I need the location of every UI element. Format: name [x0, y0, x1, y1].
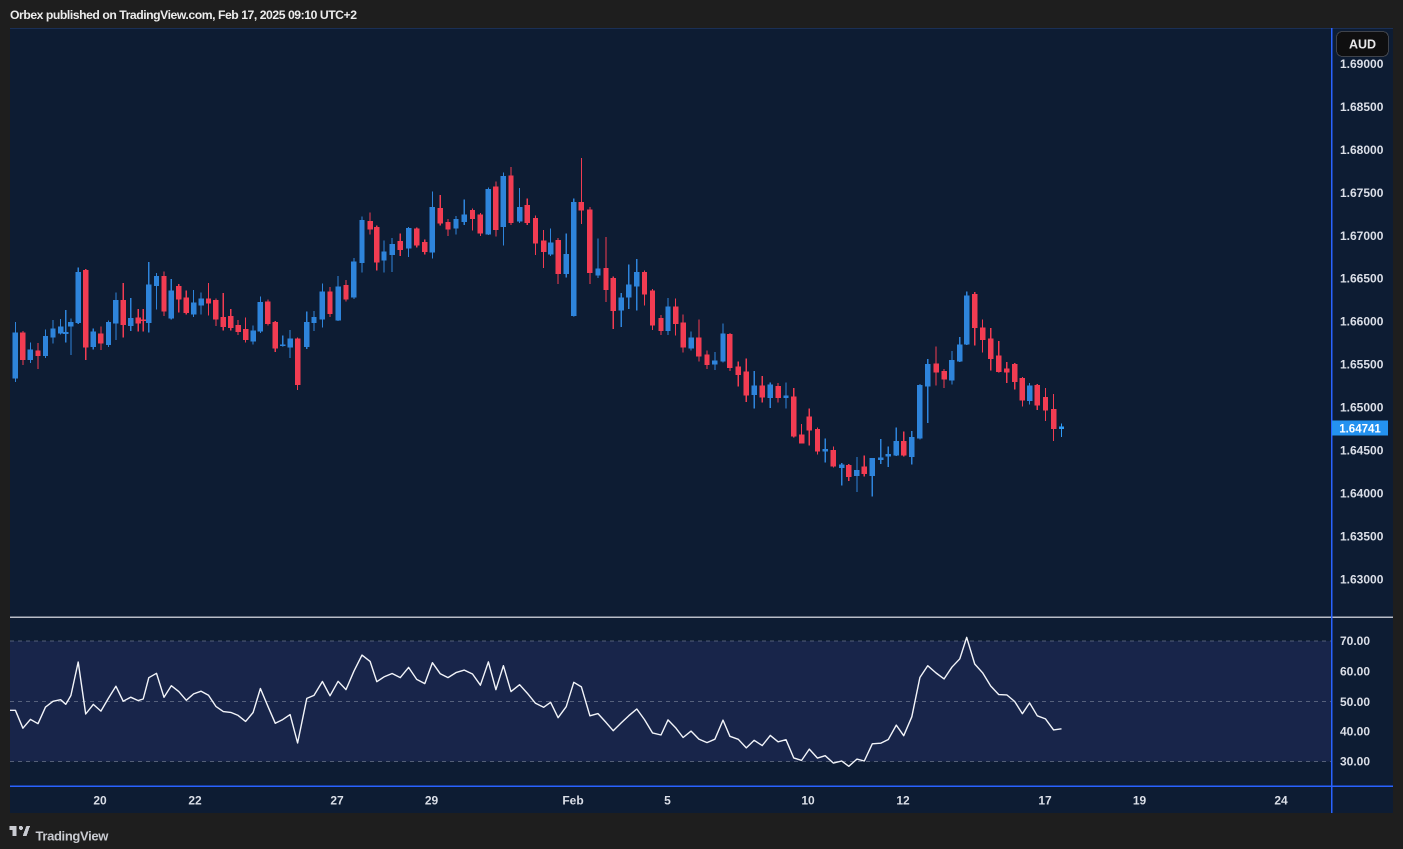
svg-text:20: 20	[93, 794, 107, 808]
svg-text:1.67000: 1.67000	[1340, 229, 1384, 243]
svg-text:1.68000: 1.68000	[1340, 143, 1384, 157]
svg-text:27: 27	[330, 794, 344, 808]
svg-text:70.00: 70.00	[1340, 634, 1370, 648]
svg-text:TradingView: TradingView	[36, 829, 110, 844]
svg-text:1.69000: 1.69000	[1340, 57, 1384, 71]
svg-text:19: 19	[1133, 794, 1147, 808]
svg-text:1.64000: 1.64000	[1340, 487, 1384, 501]
svg-text:17: 17	[1038, 794, 1052, 808]
svg-text:30.00: 30.00	[1340, 755, 1370, 769]
svg-text:40.00: 40.00	[1340, 725, 1370, 739]
svg-text:1.66500: 1.66500	[1340, 272, 1384, 286]
svg-text:Orbex published on TradingView: Orbex published on TradingView.com, Feb …	[10, 8, 357, 22]
svg-text:1.68500: 1.68500	[1340, 100, 1384, 114]
svg-text:22: 22	[188, 794, 202, 808]
svg-text:1.64741: 1.64741	[1339, 423, 1381, 435]
svg-text:1.67500: 1.67500	[1340, 186, 1384, 200]
svg-text:5: 5	[664, 794, 671, 808]
svg-text:1.63500: 1.63500	[1340, 530, 1384, 544]
svg-text:1.65500: 1.65500	[1340, 358, 1384, 372]
svg-text:60.00: 60.00	[1340, 664, 1370, 678]
svg-text:12: 12	[896, 794, 910, 808]
svg-text:AUD: AUD	[1349, 38, 1376, 52]
svg-text:24: 24	[1274, 794, 1288, 808]
svg-text:10: 10	[801, 794, 815, 808]
svg-text:29: 29	[425, 794, 439, 808]
svg-text:Feb: Feb	[562, 794, 583, 808]
svg-text:1.65000: 1.65000	[1340, 401, 1384, 415]
svg-text:1.66000: 1.66000	[1340, 315, 1384, 329]
svg-text:50.00: 50.00	[1340, 695, 1370, 709]
svg-text:1.63000: 1.63000	[1340, 573, 1384, 587]
svg-text:1.64500: 1.64500	[1340, 444, 1384, 458]
